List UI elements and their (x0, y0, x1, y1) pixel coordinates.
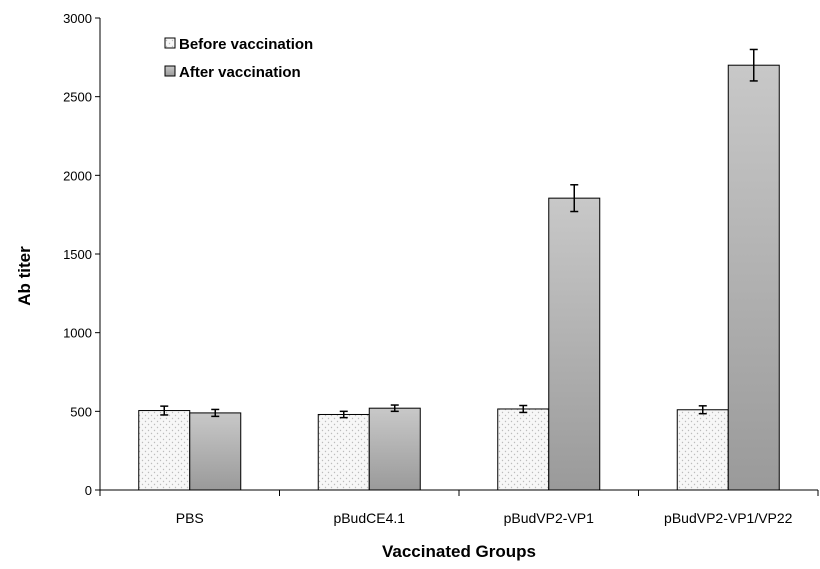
y-tick-label: 0 (85, 483, 92, 498)
y-tick-label: 500 (70, 404, 92, 419)
bar-after-vaccination (368, 407, 421, 491)
error-bar (390, 404, 399, 413)
error-bar (570, 184, 579, 213)
x-ticks: PBS pBudCE4.1 pBudVP2-VP1 pBudVP2-VP1/VP22 (99, 490, 819, 526)
bar-before-vaccination (317, 413, 370, 491)
x-category-label: PBS (176, 510, 204, 526)
bar-before-vaccination (497, 408, 550, 491)
bar-after-vaccination (727, 64, 780, 491)
legend-label: After vaccination (179, 64, 301, 81)
bar-before-vaccination (138, 410, 191, 491)
x-axis-title: Vaccinated Groups (382, 542, 536, 561)
legend-label: Before vaccination (179, 36, 313, 53)
legend-item-after: After vaccination (164, 64, 301, 81)
error-bars-layer (160, 48, 758, 419)
legend-item-before: Before vaccination (164, 36, 313, 53)
bar-before-vaccination (676, 409, 729, 491)
x-category-label: pBudVP2-VP1 (504, 510, 594, 526)
legend: Before vaccination After vaccination (164, 36, 313, 81)
error-bar (211, 408, 220, 418)
legend-swatch (164, 65, 176, 77)
bar-after-vaccination (548, 197, 601, 491)
error-bar (749, 48, 758, 82)
y-tick-label: 3000 (63, 11, 92, 26)
bar-after-vaccination (189, 412, 242, 491)
y-axis-title: Ab titer (15, 246, 34, 306)
y-tick-label: 2000 (63, 168, 92, 183)
y-tick-label: 1500 (63, 247, 92, 262)
y-tick-label: 1000 (63, 326, 92, 341)
x-category-label: pBudVP2-VP1/VP22 (664, 510, 793, 526)
y-ticks: 0 500 1000 1500 2000 2500 3000 (63, 11, 100, 498)
error-bar (160, 405, 169, 416)
bars-layer (138, 64, 780, 491)
error-bar (519, 404, 528, 414)
error-bar (698, 405, 707, 415)
error-bar (339, 410, 348, 419)
legend-swatch (164, 37, 176, 49)
x-category-label: pBudCE4.1 (333, 510, 405, 526)
y-tick-label: 2500 (63, 90, 92, 105)
